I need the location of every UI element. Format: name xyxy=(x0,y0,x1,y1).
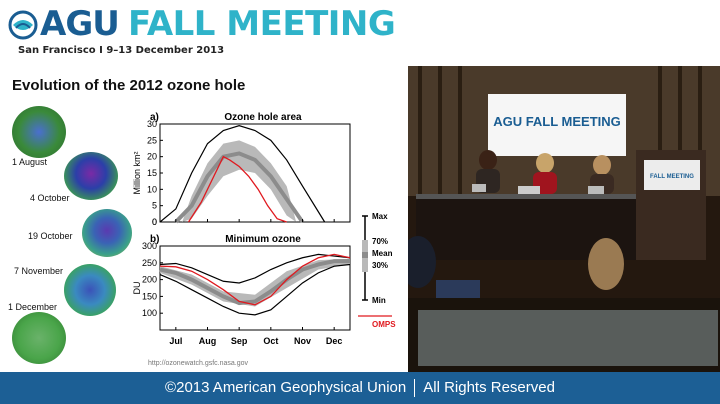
panel-letter: a) xyxy=(150,112,159,123)
x-tick-label: Oct xyxy=(263,336,278,346)
conference-video-feed: AGU FALL MEETING FALL MEETING xyxy=(408,66,720,372)
percentile-band-70-30 xyxy=(182,140,297,222)
panel-title: Ozone hole area xyxy=(224,112,302,123)
y-tick-label: 0 xyxy=(152,217,157,227)
series-max xyxy=(159,125,326,223)
source-credit: http://ozonewatch.gsfc.nasa.gov xyxy=(148,360,249,367)
legend-label-max: Max xyxy=(372,212,388,221)
legend-label-min: Min xyxy=(372,296,386,305)
globe-label: 19 October xyxy=(28,231,73,241)
audience-member xyxy=(588,238,624,290)
ozone-chart: Ozone hole area a) 0 5 10 15 20 25 300 Million km… xyxy=(132,112,396,346)
event-location-date: San Francisco I 9–13 December 2013 xyxy=(18,45,225,56)
globe-label: 4 October xyxy=(30,193,70,203)
slide-title: Evolution of the 2012 ozone hole xyxy=(12,77,246,94)
x-tick-label: Nov xyxy=(294,336,311,346)
y-tick-label: 15 xyxy=(147,168,157,178)
x-tick-label: Sep xyxy=(231,336,248,346)
panel-letter: b) xyxy=(150,234,159,245)
footer-divider xyxy=(414,379,416,398)
y-tick-label: 5 xyxy=(152,201,157,211)
legend-label-mean: Mean xyxy=(372,249,393,258)
y-tick-label: 10 xyxy=(147,184,157,194)
y-axis-label: Million km² xyxy=(132,151,142,194)
rights-text: All Rights Reserved xyxy=(423,379,555,396)
series-omps xyxy=(187,155,287,223)
legend-mean-swatch xyxy=(362,252,368,258)
y-tick-label: 25 xyxy=(147,135,157,145)
x-tick-label: Aug xyxy=(199,336,217,346)
globe-label: 1 December xyxy=(8,302,58,312)
series-mean xyxy=(159,259,350,306)
backdrop-text: AGU FALL MEETING xyxy=(493,114,621,129)
ozone-globe-dec1 xyxy=(12,312,66,364)
ozone-globe-aug xyxy=(12,106,66,158)
legend-label-omps: OMPS xyxy=(372,320,396,329)
plot-area-1 xyxy=(159,245,351,331)
ozone-globe-oct4 xyxy=(64,152,118,200)
backdrop-banner xyxy=(488,94,626,156)
series-max xyxy=(159,253,351,284)
y-axis-label: DU xyxy=(132,282,142,295)
ozone-globe-oct19 xyxy=(82,209,132,257)
y-tick-label: 0 xyxy=(152,217,157,227)
y-tick-label: 250 xyxy=(142,258,157,268)
ozone-globe-nov7 xyxy=(64,264,116,316)
series-mean xyxy=(174,151,305,224)
presentation-slide: Evolution of the 2012 ozone hole 1 Augus… xyxy=(0,66,408,372)
y-tick-label: 300 xyxy=(142,241,157,251)
podium-sign-text: FALL MEETING xyxy=(650,174,694,180)
y-tick-label: 30 xyxy=(147,119,157,129)
y-tick-label: 150 xyxy=(142,291,157,301)
globe-label: 7 November xyxy=(14,266,64,276)
header-banner: AGU FALL MEETING San Francisco I 9–13 De… xyxy=(0,0,720,64)
brand-name: AGU xyxy=(40,4,120,44)
panel-title: Minimum ozone xyxy=(225,234,301,245)
footer-bar: ©2013 American Geophysical Union All Righ… xyxy=(0,372,720,404)
copyright-text: ©2013 American Geophysical Union xyxy=(165,379,407,396)
event-name: FALL MEETING xyxy=(128,4,396,44)
legend-label-p70: 70% xyxy=(372,237,388,246)
y-tick-label: 200 xyxy=(142,275,157,285)
legend-label-p30: 30% xyxy=(372,261,388,270)
x-tick-label: Jul xyxy=(169,336,182,346)
series-omps xyxy=(159,253,351,306)
series-min xyxy=(159,263,351,316)
audience-member xyxy=(408,236,436,288)
y-tick-label: 100 xyxy=(142,308,157,318)
globe-label: 1 August xyxy=(12,157,48,167)
y-tick-label: 20 xyxy=(147,152,157,162)
panel-stage-scene: AGU FALL MEETING FALL MEETING xyxy=(408,66,720,372)
x-tick-label: Dec xyxy=(326,336,343,346)
agu-globe-logo-icon xyxy=(8,10,38,40)
